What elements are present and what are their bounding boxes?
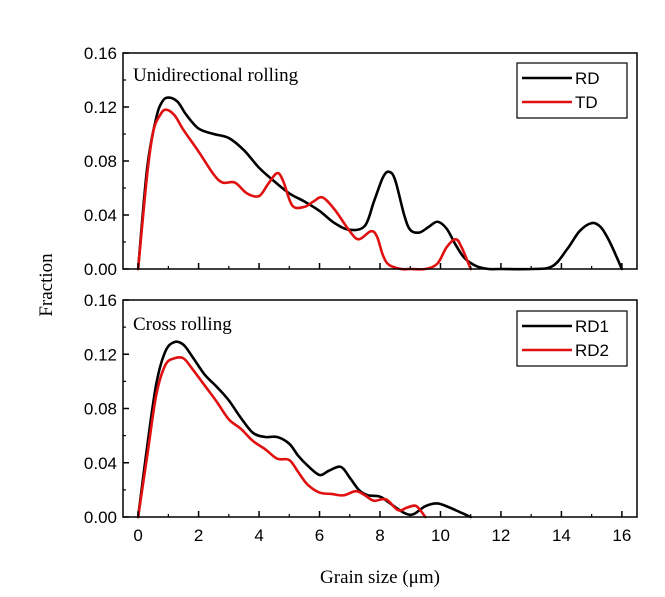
x-tick-label: 0 — [133, 526, 142, 545]
y-tick-label: 0.12 — [84, 345, 117, 364]
legend-box — [516, 62, 628, 119]
legend: RD TD — [516, 62, 628, 119]
x-tick-label: 12 — [491, 526, 510, 545]
panel-2: 0.00 0.04 0.08 0.12 0.16 0 2 4 6 8 10 12 14 16 Cross r… — [84, 291, 638, 545]
y-tick-label: 0.16 — [84, 291, 117, 310]
legend-label-rd: RD — [575, 69, 600, 88]
legend-label-rd1: RD1 — [575, 317, 609, 336]
x-axis-label: Grain size (μm) — [320, 567, 440, 588]
x-tick-label: 14 — [552, 526, 571, 545]
y-tick-label: 0.04 — [84, 206, 117, 225]
x-tick-label: 4 — [254, 526, 263, 545]
y-tick-label: 0.04 — [84, 454, 117, 473]
x-tick-label: 8 — [375, 526, 384, 545]
panels: 0.00 0.04 0.08 0.12 0.16 Unidirectional rolli… — [84, 44, 638, 545]
x-tick-label: 6 — [315, 526, 324, 545]
series-line-rd1 — [136, 340, 473, 519]
y-tick-label: 0.08 — [84, 152, 117, 171]
y-tick-label: 0.16 — [84, 44, 117, 63]
y-tick-label: 0.08 — [84, 400, 117, 419]
series-line-rd2 — [136, 355, 427, 519]
y-axis-label: Fraction — [36, 253, 57, 317]
panel-title: Cross rolling — [133, 314, 232, 335]
y-tick-label: 0.00 — [84, 508, 117, 527]
panel-title: Unidirectional rolling — [133, 65, 299, 86]
x-tick-label: 2 — [194, 526, 203, 545]
legend-label-td: TD — [575, 93, 598, 112]
y-tick-label: 0.00 — [84, 260, 117, 279]
y-tick-label: 0.12 — [84, 98, 117, 117]
series-line-td — [136, 108, 473, 271]
x-tick-label: 10 — [431, 526, 450, 545]
legend-label-rd2: RD2 — [575, 341, 609, 360]
x-tick-label: 16 — [612, 526, 631, 545]
legend-box — [516, 310, 628, 367]
panel-1: 0.00 0.04 0.08 0.12 0.16 Unidirectional rolli… — [84, 44, 638, 279]
